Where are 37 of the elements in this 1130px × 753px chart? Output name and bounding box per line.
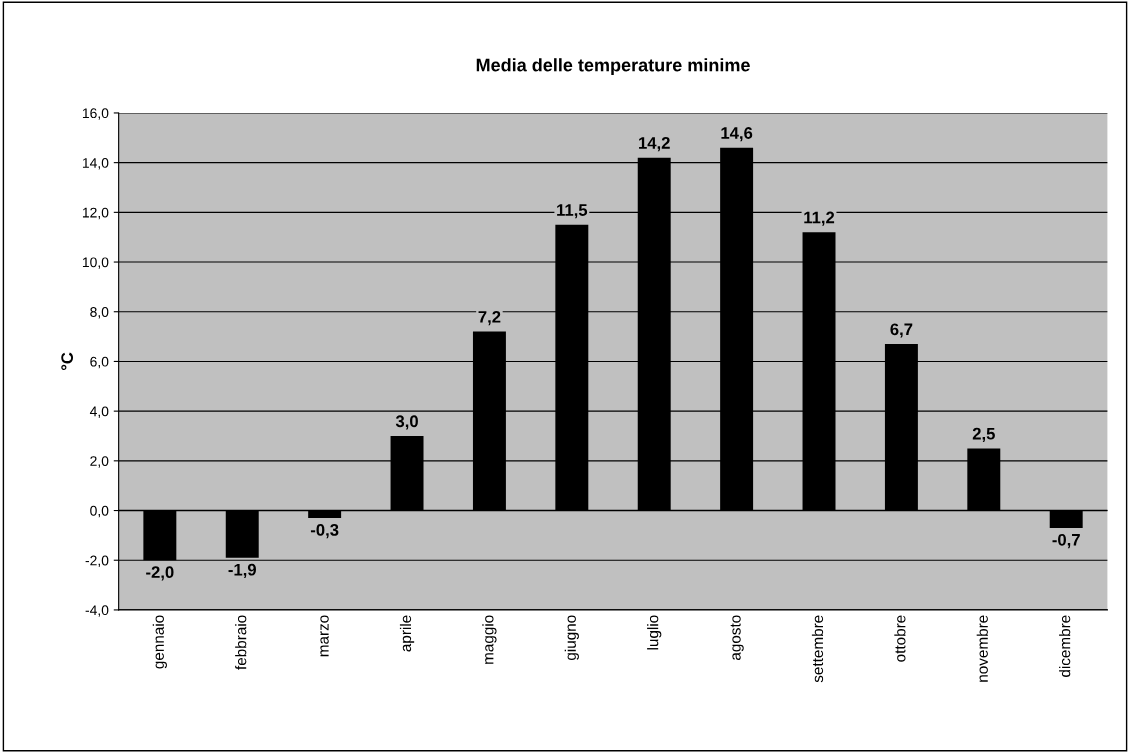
data-label: 6,7	[890, 323, 913, 338]
data-label: 11,5	[557, 204, 588, 219]
x-tick-label: settembre	[811, 615, 824, 683]
data-label: 3,0	[395, 415, 418, 430]
y-axis-title: °C	[61, 352, 74, 371]
y-tick-label: 10,0	[82, 257, 109, 269]
x-tick-label: luglio	[647, 615, 662, 650]
y-tick-label: 14,0	[82, 157, 109, 170]
x-tick-label: novembre	[976, 615, 988, 682]
data-label: 14,6	[721, 127, 753, 142]
data-label: -1,9	[228, 563, 256, 578]
x-tick-label: gennaio	[152, 615, 167, 669]
x-tick-label: dicembre	[1059, 615, 1071, 677]
y-tick-label: -4,0	[85, 605, 109, 617]
y-tick-label: 12,0	[82, 207, 109, 220]
data-label: 14,2	[639, 137, 670, 152]
x-tick-label: marzo	[320, 615, 329, 657]
y-tick-label: -2,0	[85, 555, 109, 568]
data-label: 11,2	[804, 211, 835, 226]
x-tick-label: aprile	[399, 615, 415, 652]
data-label: 7,2	[478, 310, 501, 326]
y-tick-label: 0,0	[90, 505, 109, 518]
y-tick-label: 6,0	[90, 356, 109, 369]
x-tick-label: giugno	[564, 615, 579, 661]
x-tick-label: ottobre	[894, 615, 906, 662]
data-label: 2,5	[972, 427, 995, 442]
chart-title: Media delle temperature minime	[476, 58, 750, 76]
y-tick-label: 4,0	[89, 406, 109, 418]
x-tick-label: agosto	[730, 615, 744, 661]
y-tick-label: 8,0	[90, 307, 109, 319]
y-tick-label: 16,0	[82, 108, 109, 120]
x-tick-label: febbraio	[235, 615, 247, 670]
y-tick-label: 2,0	[90, 456, 109, 468]
x-tick-label: maggio	[482, 615, 497, 664]
data-label: -0,3	[310, 523, 339, 539]
data-label: -0,7	[1052, 533, 1080, 549]
data-label: -2,0	[146, 566, 174, 581]
